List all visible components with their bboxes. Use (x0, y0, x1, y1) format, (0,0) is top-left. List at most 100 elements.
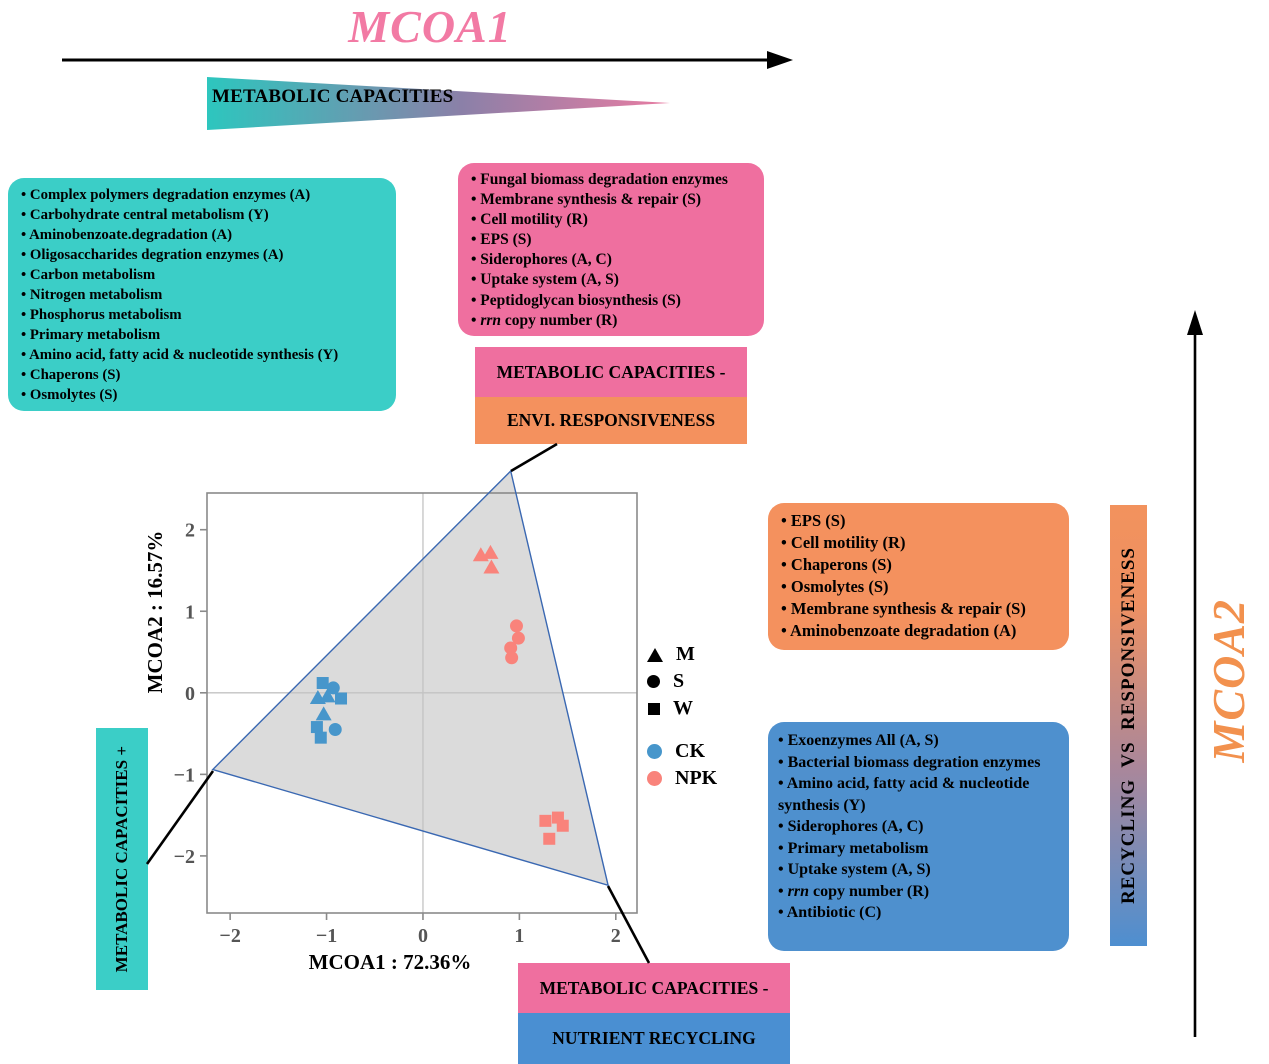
responsiveness-traits-box: • Fungal biomass degradation enzymes • Me… (458, 163, 764, 336)
data-point-NPK-triangle (483, 559, 500, 574)
nutrient-recycling-traits-list: • Exoenzymes All (A, S) • Bacterial bioma… (768, 722, 1069, 932)
x-axis-title: MCOA1 : 72.36% (309, 950, 472, 974)
data-point-NPK-triangle (482, 544, 499, 559)
data-point-CK-square (316, 677, 329, 690)
list-item: • Amino acid, fatty acid & nucleotide sy… (778, 775, 1030, 814)
metabolic-capacities-plus-list: • Complex polymers degradation enzymes (… (8, 178, 396, 411)
legend-row-w: W (647, 695, 717, 722)
mcoa2-axis-title: MCOA2 (1203, 598, 1254, 763)
list-item: • Chaperons (S) (781, 555, 892, 574)
data-point-NPK-circle (504, 641, 518, 655)
legend-label-m: M (676, 643, 695, 665)
list-item: • Osmolytes (S) (21, 387, 118, 403)
legend-label-s: S (673, 670, 685, 692)
list-item: • Siderophores (A, C) (778, 818, 924, 835)
x-tick-label: −2 (219, 925, 240, 947)
recycling-vs-responsiveness-gradient-bar: RECYCLING VS RESPONSIVENESS (1110, 505, 1147, 946)
list-item: • rrn copy number (R) (471, 311, 618, 329)
wedge-label: METABOLIC CAPACITIES (212, 86, 454, 107)
list-item: • Membrane synthesis & repair (S) (471, 191, 702, 209)
metabolic-capacities-plus-box: • Complex polymers degradation enzymes (… (8, 178, 396, 411)
legend-row-s: S (647, 668, 717, 695)
legend-label-npk: NPK (675, 767, 718, 789)
label-metabolic-capacities-plus: METABOLIC CAPACITIES + (96, 728, 148, 990)
responsiveness-traits-list: • Fungal biomass degradation enzymes • Me… (458, 163, 764, 337)
convex-hull-outline (211, 469, 610, 887)
list-item: • Cell motility (R) (781, 533, 906, 552)
x-tick-label: −1 (316, 925, 337, 947)
label-envi-responsiveness: ENVI. RESPONSIVENESS (475, 397, 747, 444)
label-metabolic-capacities-minus-bottom: METABOLIC CAPACITIES - (518, 963, 790, 1013)
list-item: • Primary metabolism (778, 839, 929, 857)
list-item: • Phosphorus metabolism (21, 307, 182, 323)
list-item: • Cell motility (R) (471, 211, 588, 229)
triangle-marker-icon (647, 647, 663, 662)
legend-row-m: M (647, 641, 717, 668)
data-point-CK-square (310, 721, 323, 734)
list-item: • Nitrogen metabolism (21, 287, 163, 303)
list-item: • Fungal biomass degradation enzymes (471, 171, 728, 188)
y-tick-label: −1 (174, 764, 195, 786)
y-tick-label: −2 (174, 846, 195, 868)
y-axis-title: MCOA2 : 16.57% (143, 531, 167, 694)
data-point-NPK-square (556, 819, 569, 832)
ck-color-dot-icon (647, 744, 662, 759)
mcoa-scatter-plot: −2 −1 0 1 2 2 1 0 −1 −2 MCOA1 : 72.36% MCOA2 : 16.5… (143, 469, 638, 974)
legend-row-ck: CK (647, 738, 717, 765)
data-point-NPK-square (543, 832, 556, 845)
x-tick-label: 0 (418, 925, 428, 947)
convex-hull-fill (212, 471, 609, 886)
list-item: • Osmolytes (S) (781, 577, 889, 596)
list-item: • rrn copy number (R) (778, 882, 930, 900)
list-item: • Carbohydrate central metabolism (Y) (21, 207, 269, 223)
plot-frame (206, 492, 638, 914)
list-item: • Siderophores (A, C) (471, 251, 612, 269)
list-item: • EPS (S) (471, 231, 532, 249)
list-item: • Membrane synthesis & repair (S) (781, 599, 1026, 618)
data-point-CK-triangle (319, 688, 336, 703)
envi-responsiveness-traits-list: • EPS (S) • Cell motility (R) • Chaperons … (768, 503, 1069, 648)
npk-color-dot-icon (647, 771, 662, 786)
list-item: • Exoenzymes All (A, S) (778, 732, 939, 749)
circle-marker-icon (647, 675, 660, 688)
legend-row-npk: NPK (647, 765, 717, 792)
arrow-head-icon (767, 51, 793, 69)
data-point-CK-circle (326, 681, 340, 695)
label-nutrient-recycling: NUTRIENT RECYCLING (518, 1013, 790, 1064)
data-point-NPK-square (539, 814, 552, 827)
list-item: • Primary metabolism (21, 327, 161, 343)
list-item: • Aminobenzoate.degradation (A) (21, 227, 233, 243)
data-point-CK-square (314, 731, 327, 744)
mcoa1-arrow (62, 51, 793, 69)
recycling-bar-label: RECYCLING VS RESPONSIVENESS (1117, 546, 1139, 905)
list-item: • Bacterial biomass degration enzymes (778, 753, 1041, 771)
list-item: • Peptidoglycan biosynthesis (S) (471, 291, 681, 309)
legend-label-ck: CK (675, 740, 705, 762)
list-item: • Amino acid, fatty acid & nucleotide sy… (21, 347, 339, 363)
data-point-CK-square (335, 692, 348, 705)
data-point-NPK-circle (505, 651, 519, 665)
list-item: • Aminobenzoate degradation (A) (781, 621, 1017, 640)
data-point-NPK-circle (509, 619, 523, 633)
nutrient-recycling-traits-box: • Exoenzymes All (A, S) • Bacterial bioma… (768, 722, 1069, 951)
metabolic-capacities-gradient-wedge (207, 77, 670, 130)
list-item: • Uptake system (A, S) (778, 861, 931, 878)
list-item: • Uptake system (A, S) (471, 271, 619, 289)
list-item: • EPS (S) (781, 511, 846, 530)
wedge-shape (207, 77, 670, 130)
list-item: • Oligosaccharides degration enzymes (A) (21, 247, 284, 263)
legend-label-w: W (673, 697, 693, 719)
list-item: • Antibiotic (C) (778, 904, 882, 921)
y-tick-label: 1 (185, 601, 195, 623)
y-tick-label: 0 (185, 683, 195, 705)
mcoa1-axis-title: MCOA1 (348, 1, 512, 52)
envi-responsiveness-traits-box: • EPS (S) • Cell motility (R) • Chaperons … (768, 503, 1069, 650)
list-item: • Chaperons (S) (21, 367, 121, 383)
x-tick-label: 1 (514, 925, 524, 947)
arrow-head-icon (1187, 310, 1203, 335)
plot-legend: M S W CK NPK (647, 641, 717, 792)
list-item: • Complex polymers degradation enzymes (… (21, 187, 311, 203)
x-tick-label: 2 (611, 925, 621, 947)
square-marker-icon (648, 702, 660, 715)
